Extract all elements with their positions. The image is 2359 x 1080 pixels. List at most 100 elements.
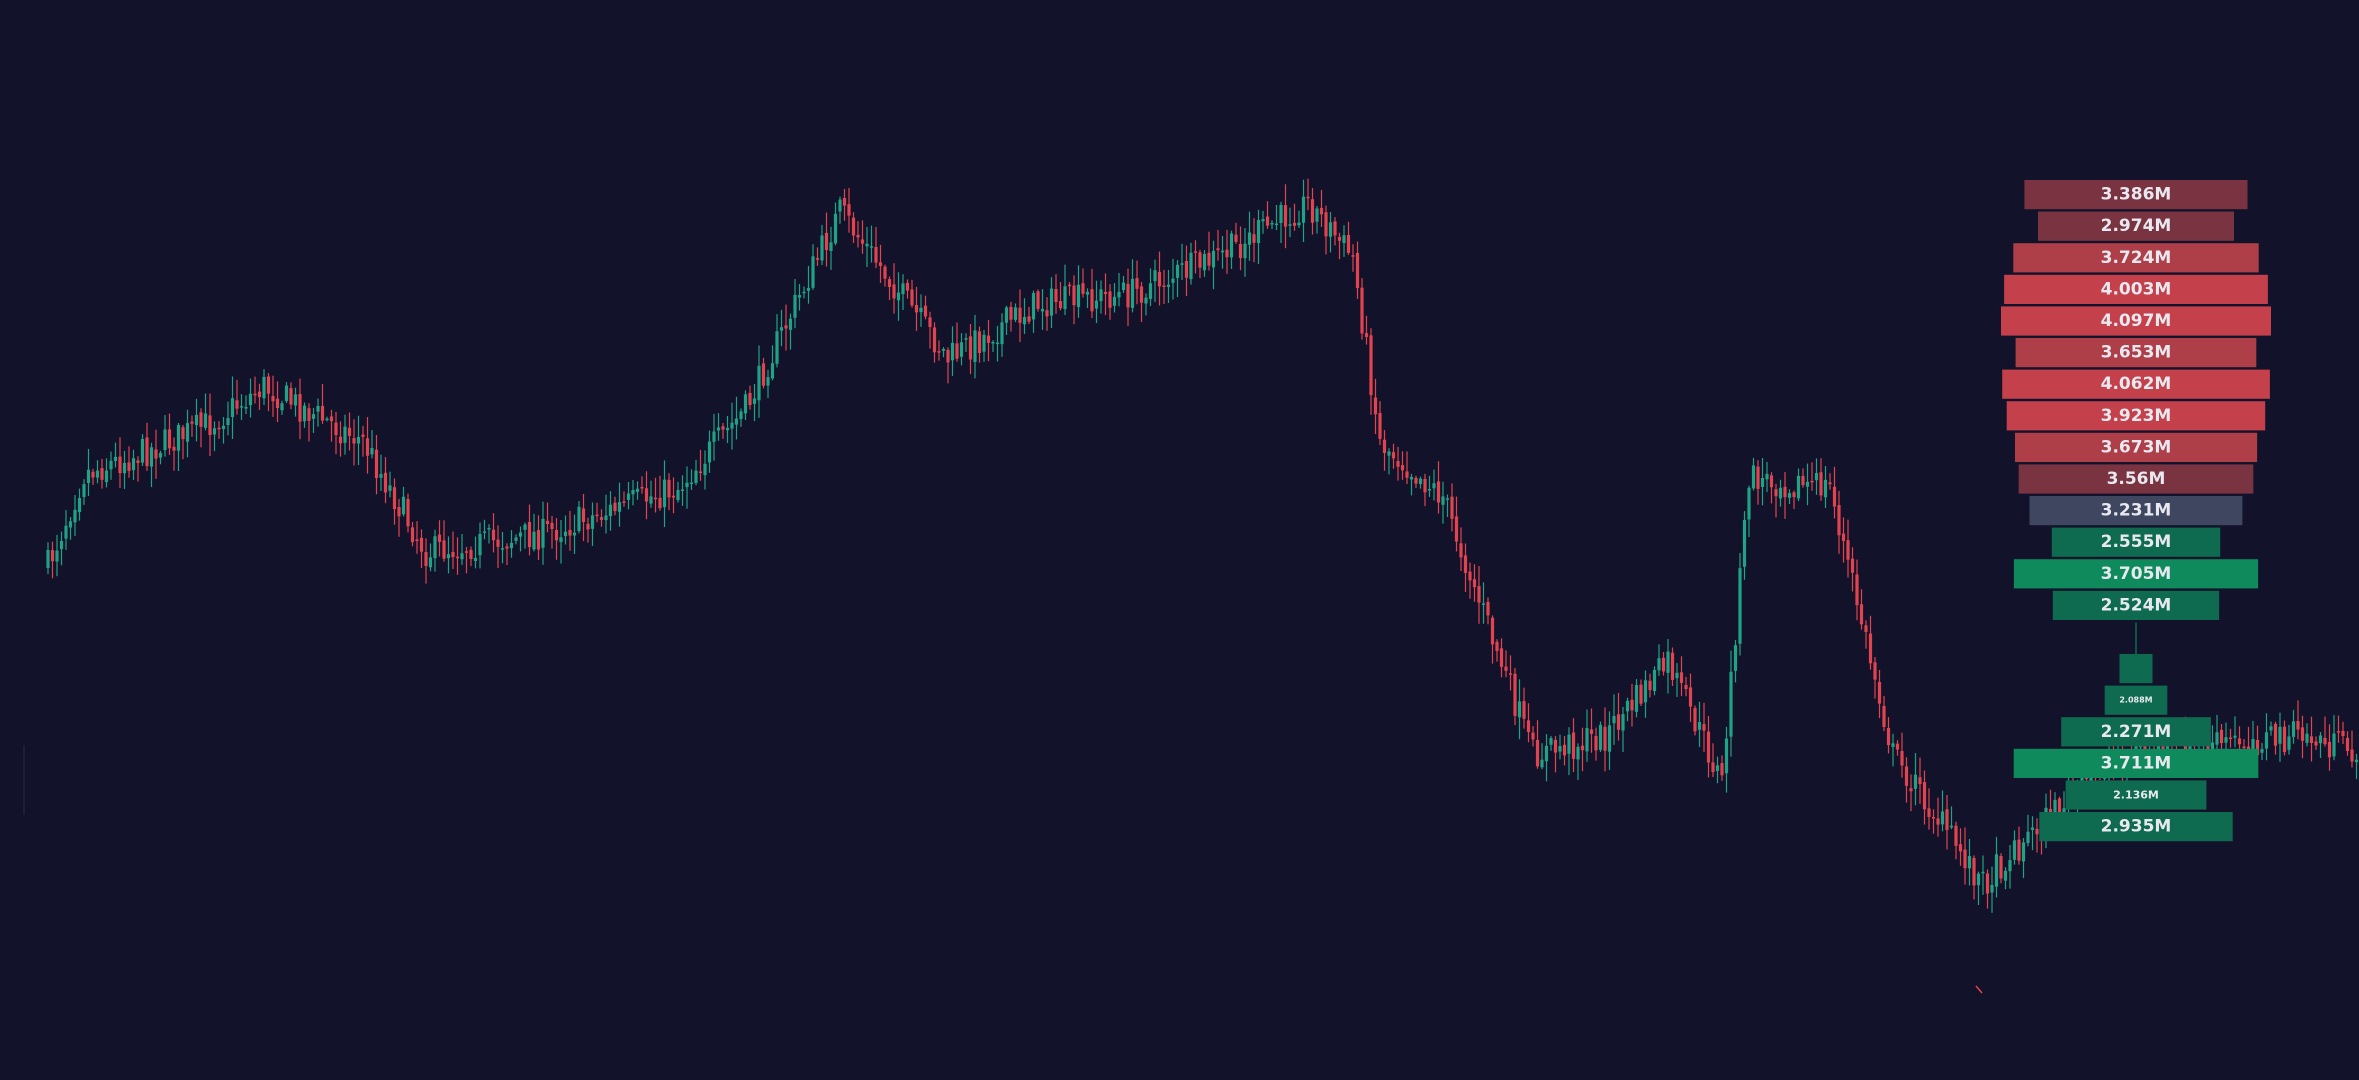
candle xyxy=(1319,189,1324,227)
candle xyxy=(1225,229,1229,274)
candle-body xyxy=(1927,808,1931,817)
candle-body xyxy=(1180,263,1184,265)
candle xyxy=(887,276,892,300)
candle xyxy=(352,419,356,466)
candle xyxy=(1553,736,1558,773)
candle-body xyxy=(1472,579,1477,588)
candle-body xyxy=(2314,741,2318,746)
candle-body xyxy=(1229,233,1234,258)
candle-body xyxy=(2323,738,2327,745)
candle xyxy=(473,536,478,569)
candle xyxy=(2332,715,2336,761)
candle-body xyxy=(311,414,316,419)
candle-body xyxy=(869,246,874,248)
candle xyxy=(1337,232,1342,260)
candle-body xyxy=(1549,738,1553,745)
volume-level: 3.56M xyxy=(2018,464,2254,494)
candle xyxy=(806,265,811,304)
candle xyxy=(1261,210,1265,234)
candle-body xyxy=(1189,252,1193,280)
candle xyxy=(212,421,217,452)
candle xyxy=(1738,553,1742,656)
candle xyxy=(1072,275,1076,325)
candle xyxy=(1054,274,1058,314)
candle xyxy=(2021,838,2026,879)
candle-body xyxy=(950,342,955,361)
candle-body xyxy=(2215,732,2219,745)
candle-body xyxy=(2242,746,2246,749)
candle-body xyxy=(1913,774,1918,789)
candle-body xyxy=(460,553,464,560)
candle-body xyxy=(1112,296,1117,306)
candle-body xyxy=(824,232,829,251)
candle-body xyxy=(518,532,523,537)
candle xyxy=(149,442,154,488)
volume-label: 4.097M xyxy=(2101,311,2172,331)
candle xyxy=(757,345,761,418)
candle-body xyxy=(1571,732,1576,759)
candle-body xyxy=(1135,278,1139,289)
candle-body xyxy=(937,351,941,353)
candle-body xyxy=(2012,840,2017,860)
candle-body xyxy=(410,527,415,543)
candle-body xyxy=(815,258,820,260)
candle-body xyxy=(239,406,244,408)
candle-body xyxy=(307,408,311,421)
candle xyxy=(1616,692,1621,741)
candle-body xyxy=(1009,306,1013,320)
candle-body xyxy=(1108,291,1112,308)
candle-body xyxy=(1022,317,1027,325)
candle-body xyxy=(1751,465,1756,489)
candle xyxy=(514,534,518,545)
candle-body xyxy=(1553,739,1558,753)
candle xyxy=(1445,494,1450,517)
volume-label: 2.974M xyxy=(2101,216,2172,236)
candle-body xyxy=(797,295,802,298)
candle xyxy=(262,369,266,405)
candle-body xyxy=(1738,568,1742,644)
candle xyxy=(1369,328,1373,415)
volume-label: 3.711M xyxy=(2101,753,2172,773)
candle xyxy=(680,475,685,506)
candle-body xyxy=(1225,249,1229,258)
candle-body xyxy=(401,496,406,515)
candle xyxy=(878,244,883,283)
candle xyxy=(1837,490,1841,554)
candle xyxy=(100,458,104,489)
candle-body xyxy=(1490,617,1495,645)
candle xyxy=(1846,519,1850,578)
candle-body xyxy=(559,537,563,543)
candle-body xyxy=(2021,842,2026,862)
candle xyxy=(2228,728,2233,748)
candle-body xyxy=(2318,735,2323,744)
candle-body xyxy=(473,557,478,561)
candle xyxy=(554,518,559,560)
candle xyxy=(1364,315,1369,345)
candle-body xyxy=(136,460,140,464)
candle-body xyxy=(595,514,599,517)
candle xyxy=(2017,826,2021,865)
candle-body xyxy=(1697,722,1702,730)
candle xyxy=(1414,475,1418,488)
candle xyxy=(1733,639,1738,683)
candle xyxy=(707,430,712,473)
candle-body xyxy=(1013,307,1018,320)
candle-body xyxy=(1301,196,1306,223)
candle xyxy=(1855,559,1859,621)
candle-body xyxy=(1481,603,1486,605)
candle-body xyxy=(2287,736,2291,750)
candle-body xyxy=(532,531,536,550)
volume-level: 2.935M xyxy=(2039,812,2233,842)
candle xyxy=(374,435,379,495)
candle xyxy=(1000,313,1004,357)
candle xyxy=(1391,443,1396,469)
candle-body xyxy=(257,391,262,398)
candle-body xyxy=(176,424,181,451)
candle-body xyxy=(2210,742,2215,751)
candle-body xyxy=(397,507,401,517)
candle-body xyxy=(1918,777,1922,785)
candle xyxy=(1274,204,1279,231)
candle-body xyxy=(712,431,716,442)
candle xyxy=(1373,378,1378,434)
candle xyxy=(959,333,964,366)
